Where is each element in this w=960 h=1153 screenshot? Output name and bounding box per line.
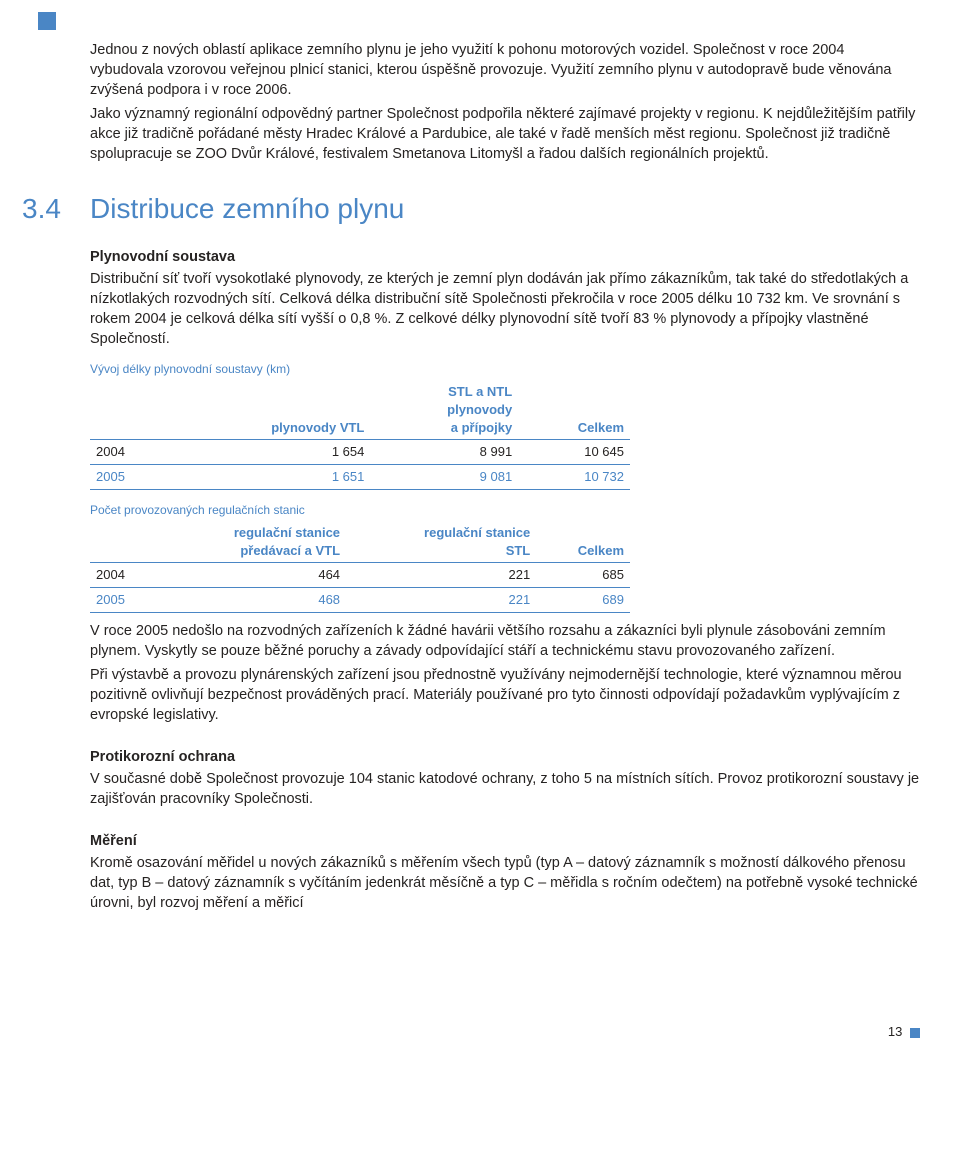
cell-year: 2005 <box>90 464 169 489</box>
th-reg-l1: regulační stanice <box>162 524 340 542</box>
cell: 1 654 <box>169 439 371 464</box>
th-reg-l1: regulační stanice <box>352 524 530 542</box>
header-square-decor <box>38 12 56 30</box>
th-stl-l2: plynovody <box>376 401 512 419</box>
footer-square-icon <box>910 1028 920 1038</box>
section-title-text: Distribuce zemního plynu <box>90 193 404 224</box>
body-para-5: Kromě osazování měřidel u nových zákazní… <box>90 853 920 913</box>
table-row: 2005 1 651 9 081 10 732 <box>90 464 630 489</box>
table-row: 2004 1 654 8 991 10 645 <box>90 439 630 464</box>
section-heading: 3.4 Distribuce zemního plynu <box>90 190 920 229</box>
cell: 685 <box>536 563 630 588</box>
cell: 221 <box>346 588 536 613</box>
table-header-row: regulační stanice předávací a VTL regula… <box>90 522 630 562</box>
table-row: 2004 464 221 685 <box>90 563 630 588</box>
table1-caption: Vývoj délky plynovodní soustavy (km) <box>90 361 920 378</box>
page-number: 13 <box>888 1024 902 1039</box>
table-header-row: plynovody VTL STL a NTL plynovody a příp… <box>90 381 630 439</box>
cell: 1 651 <box>169 464 371 489</box>
table-plynovody: plynovody VTL STL a NTL plynovody a příp… <box>90 381 630 490</box>
cell: 689 <box>536 588 630 613</box>
cell: 9 081 <box>370 464 518 489</box>
th-stl: STL a NTL plynovody a přípojky <box>370 381 518 439</box>
page-footer: 13 <box>90 1023 920 1041</box>
body-para-2: V roce 2005 nedošlo na rozvodných zaříze… <box>90 621 920 661</box>
intro-para-2: Jako významný regionální odpovědný partn… <box>90 104 920 164</box>
cell-year: 2004 <box>90 563 156 588</box>
cell: 8 991 <box>370 439 518 464</box>
th-celkem: Celkem <box>536 522 630 562</box>
cell: 468 <box>156 588 346 613</box>
th-reg-l2: předávací a VTL <box>162 542 340 560</box>
section-number: 3.4 <box>22 190 61 229</box>
table-regulacni: regulační stanice předávací a VTL regula… <box>90 522 630 613</box>
body-para-3: Při výstavbě a provozu plynárenských zař… <box>90 665 920 725</box>
th-vtl: plynovody VTL <box>169 381 371 439</box>
th-stl-l3: a přípojky <box>376 419 512 437</box>
body-para-1: Distribuční síť tvoří vysokotlaké plynov… <box>90 269 920 349</box>
cell: 10 645 <box>518 439 630 464</box>
cell: 10 732 <box>518 464 630 489</box>
cell-year: 2005 <box>90 588 156 613</box>
table-row: 2005 468 221 689 <box>90 588 630 613</box>
cell: 221 <box>346 563 536 588</box>
intro-para-1: Jednou z nových oblastí aplikace zemního… <box>90 40 920 100</box>
cell: 464 <box>156 563 346 588</box>
table2-caption: Počet provozovaných regulačních stanic <box>90 502 920 519</box>
th-empty <box>90 522 156 562</box>
th-reg-stl: regulační stanice STL <box>346 522 536 562</box>
th-celkem: Celkem <box>518 381 630 439</box>
subhead-protikorozni: Protikorozní ochrana <box>90 747 920 767</box>
cell-year: 2004 <box>90 439 169 464</box>
subhead-plynovodni: Plynovodní soustava <box>90 247 920 267</box>
th-stl-l1: STL a NTL <box>376 383 512 401</box>
th-empty <box>90 381 169 439</box>
th-reg-l2: STL <box>352 542 530 560</box>
body-para-4: V současné době Společnost provozuje 104… <box>90 769 920 809</box>
subhead-mereni: Měření <box>90 831 920 851</box>
th-reg-vtl: regulační stanice předávací a VTL <box>156 522 346 562</box>
